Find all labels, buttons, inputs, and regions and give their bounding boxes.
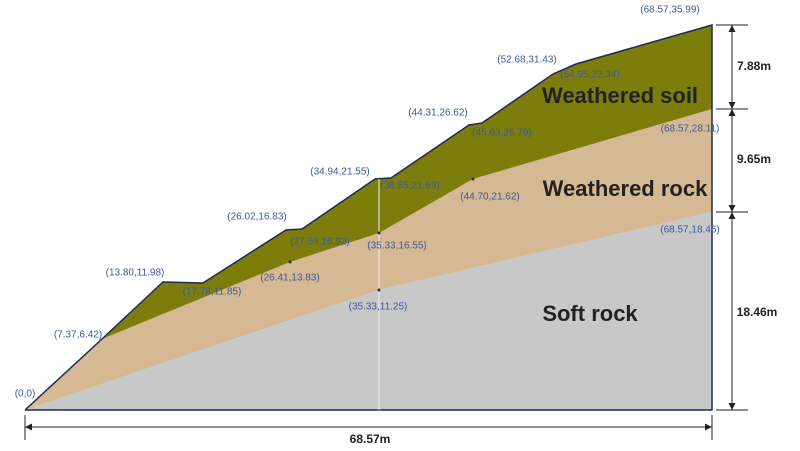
point-label: (35.33,16.55) <box>367 241 427 252</box>
dimension-label: 18.46m <box>737 305 778 319</box>
dimension-label: 68.57m <box>350 432 391 446</box>
region-label: Weathered rock <box>543 176 708 201</box>
point-label: (13.80,11.98) <box>106 268 165 279</box>
vertices <box>288 177 475 292</box>
point-label: (7.37,6.42) <box>54 330 102 341</box>
region-label: Soft rock <box>542 301 638 326</box>
point-label: (35.33,11.25) <box>349 302 408 313</box>
ground-surface <box>24 24 713 411</box>
labels: (68.57,35.99) (52.68,31.43)(54.95,32.34) (… <box>15 5 778 447</box>
point-label: (68.57,35.99) <box>640 5 700 16</box>
point-label: (36.55,21.69) <box>380 181 440 192</box>
point-label: (27.69,16.92) <box>290 237 350 248</box>
point-label: (68.57,18.46) <box>660 225 720 236</box>
point-label: (26.41,13.83) <box>260 273 320 284</box>
weathered-soil-region <box>102 25 712 339</box>
dimension-label: 9.65m <box>737 152 771 166</box>
point-label: (34.94,21.55) <box>310 167 370 178</box>
dimension-label: 7.88m <box>737 59 771 73</box>
point-label: (54.95,32.34) <box>560 70 620 81</box>
region-label: Weathered soil <box>542 83 698 108</box>
soft-rock-region <box>25 212 712 410</box>
point-label: (26.02,16.83) <box>227 212 287 223</box>
point-label: (17.78,11.85) <box>183 287 242 298</box>
point-label: (0,0) <box>15 389 36 400</box>
point-label: (44.31,26.62) <box>408 108 468 119</box>
point-label: (52.68,31.43) <box>497 55 557 66</box>
dimension-lines <box>24 24 748 440</box>
point-label: (68.57,28.11) <box>661 124 720 135</box>
point-label: (44.70,21.62) <box>460 192 520 203</box>
point-label: (45.63,26.79) <box>472 128 532 139</box>
weathered-rock-region <box>25 109 712 410</box>
